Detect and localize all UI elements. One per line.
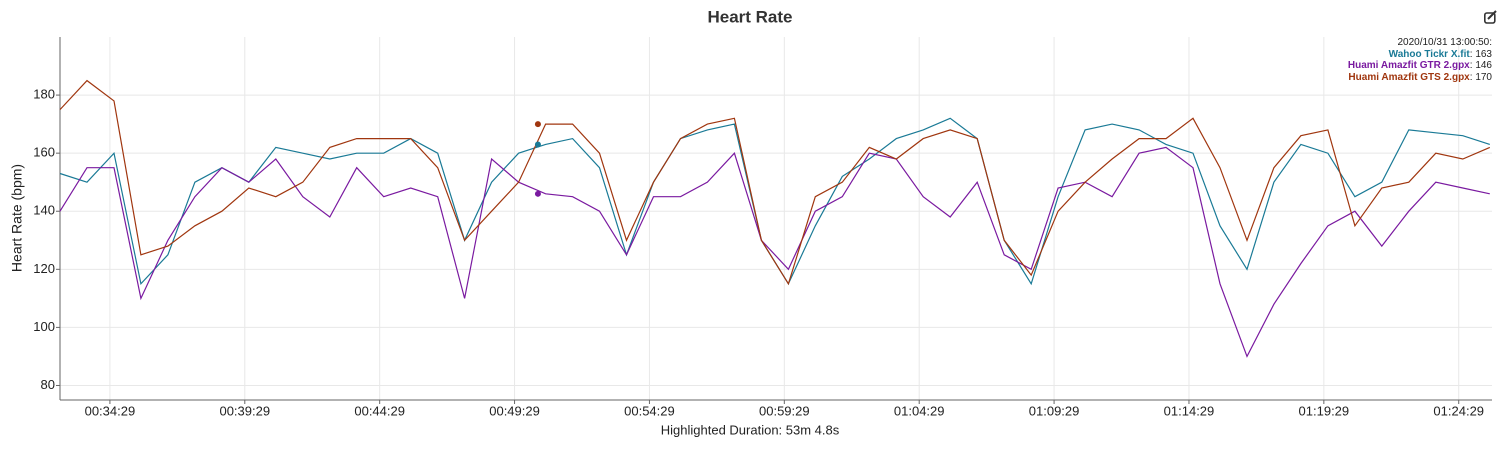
legend-time: 2020/10/31 13:00:50: xyxy=(1397,37,1492,48)
series-line xyxy=(59,146,1490,358)
x-tick-label: 00:44:29 xyxy=(354,403,405,418)
x-tick-label: 01:19:29 xyxy=(1299,403,1350,418)
legend: 2020/10/31 13:00:50: Wahoo Tickr X.fit16… xyxy=(1348,37,1492,83)
x-tick-label: 01:09:29 xyxy=(1029,403,1080,418)
y-tick-label: 100 xyxy=(33,319,55,334)
legend-value: 170 xyxy=(1475,71,1492,83)
x-tick-label: 00:34:29 xyxy=(85,403,136,418)
x-tick-label: 01:24:29 xyxy=(1433,403,1484,418)
x-tick-label: 01:04:29 xyxy=(894,403,945,418)
x-tick-label: 00:39:29 xyxy=(219,403,270,418)
y-axis-label: Heart Rate (bpm) xyxy=(9,164,25,272)
legend-entry: Huami Amazfit GTR 2.gpx146 xyxy=(1348,60,1492,72)
x-tick-label: 00:49:29 xyxy=(489,403,540,418)
x-tick-label: 00:59:29 xyxy=(759,403,810,418)
series-line xyxy=(59,117,1490,286)
legend-value: 163 xyxy=(1475,48,1492,60)
series-line xyxy=(59,79,1491,286)
legend-label: Huami Amazfit GTR 2.gpx xyxy=(1348,60,1475,71)
legend-label: Wahoo Tickr X.fit xyxy=(1389,49,1476,60)
legend-entry: Huami Amazfit GTS 2.gpx170 xyxy=(1348,72,1492,84)
y-tick-label: 120 xyxy=(33,261,55,276)
legend-label: Huami Amazfit GTS 2.gpx xyxy=(1348,72,1475,83)
y-tick-label: 180 xyxy=(33,87,55,102)
y-tick-label: 160 xyxy=(33,145,55,160)
x-axis-label: Highlighted Duration: 53m 4.8s xyxy=(661,422,840,437)
legend-value: 146 xyxy=(1475,60,1492,71)
y-tick-label: 80 xyxy=(41,377,55,392)
legend-entry: Wahoo Tickr X.fit163 xyxy=(1348,49,1492,61)
y-tick-label: 140 xyxy=(33,203,55,218)
hover-point xyxy=(534,141,541,148)
x-tick-label: 01:14:29 xyxy=(1164,403,1215,418)
edit-icon[interactable] xyxy=(1484,10,1497,24)
chart-title: Heart Rate xyxy=(707,7,792,26)
hover-point xyxy=(534,190,541,197)
x-tick-label: 00:54:29 xyxy=(624,403,675,418)
hover-point xyxy=(534,121,541,128)
